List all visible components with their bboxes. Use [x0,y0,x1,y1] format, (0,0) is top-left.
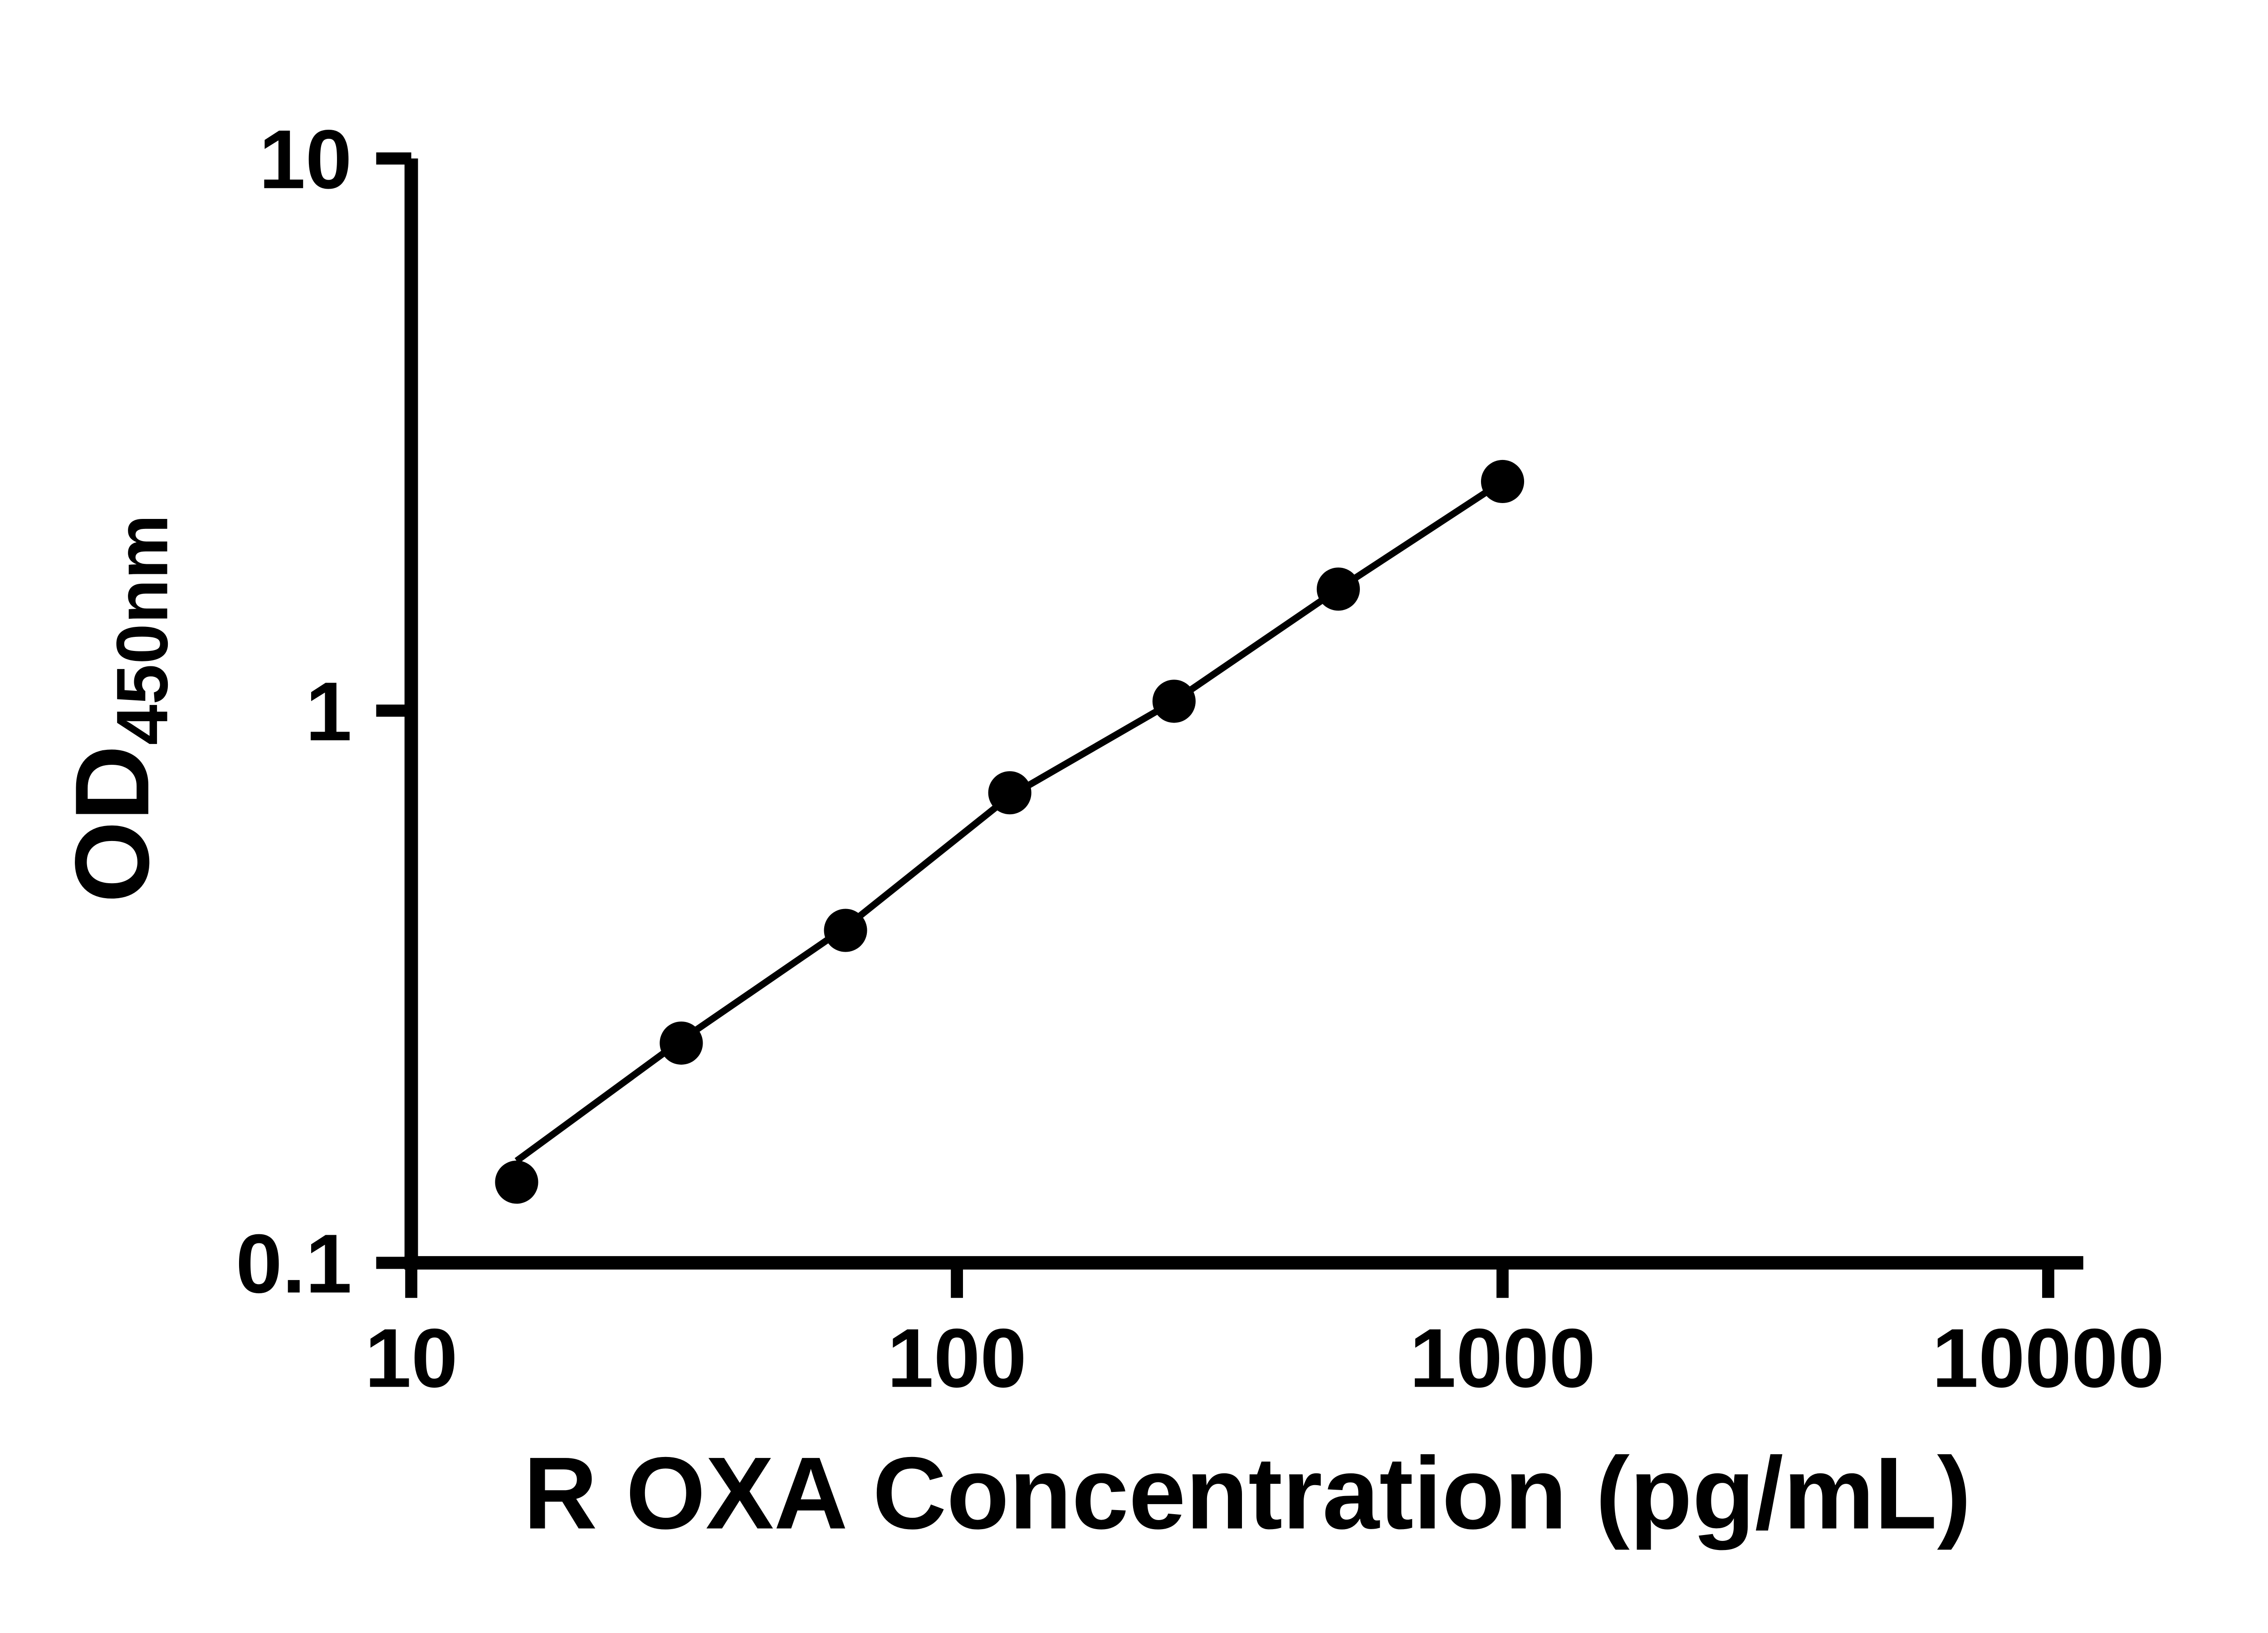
data-point [1152,680,1196,723]
data-point [1481,460,1525,504]
x-tick-label: 10 [365,1311,458,1405]
y-axis-label-main: OD [54,745,171,903]
x-tick-label: 10000 [1932,1311,2165,1405]
x-tick-label: 100 [887,1311,1026,1405]
y-tick-label: 10 [259,113,352,206]
x-tick-label: 1000 [1410,1311,1596,1405]
data-point [988,771,1031,815]
x-axis-label: R OXA Concentration (pg/mL) [523,1436,1971,1550]
data-point [495,1160,538,1204]
data-point [1316,567,1360,611]
y-axis-label-sub: 450nm [102,514,183,745]
data-point [660,1021,703,1065]
plot-area: 10 100 1000 10000 0.1 1 10 [236,113,2165,1405]
y-tick-label: 0.1 [236,1217,352,1310]
data-point [824,909,867,952]
y-axis-label: OD450nm [54,514,183,903]
y-tick-label: 1 [305,665,352,758]
